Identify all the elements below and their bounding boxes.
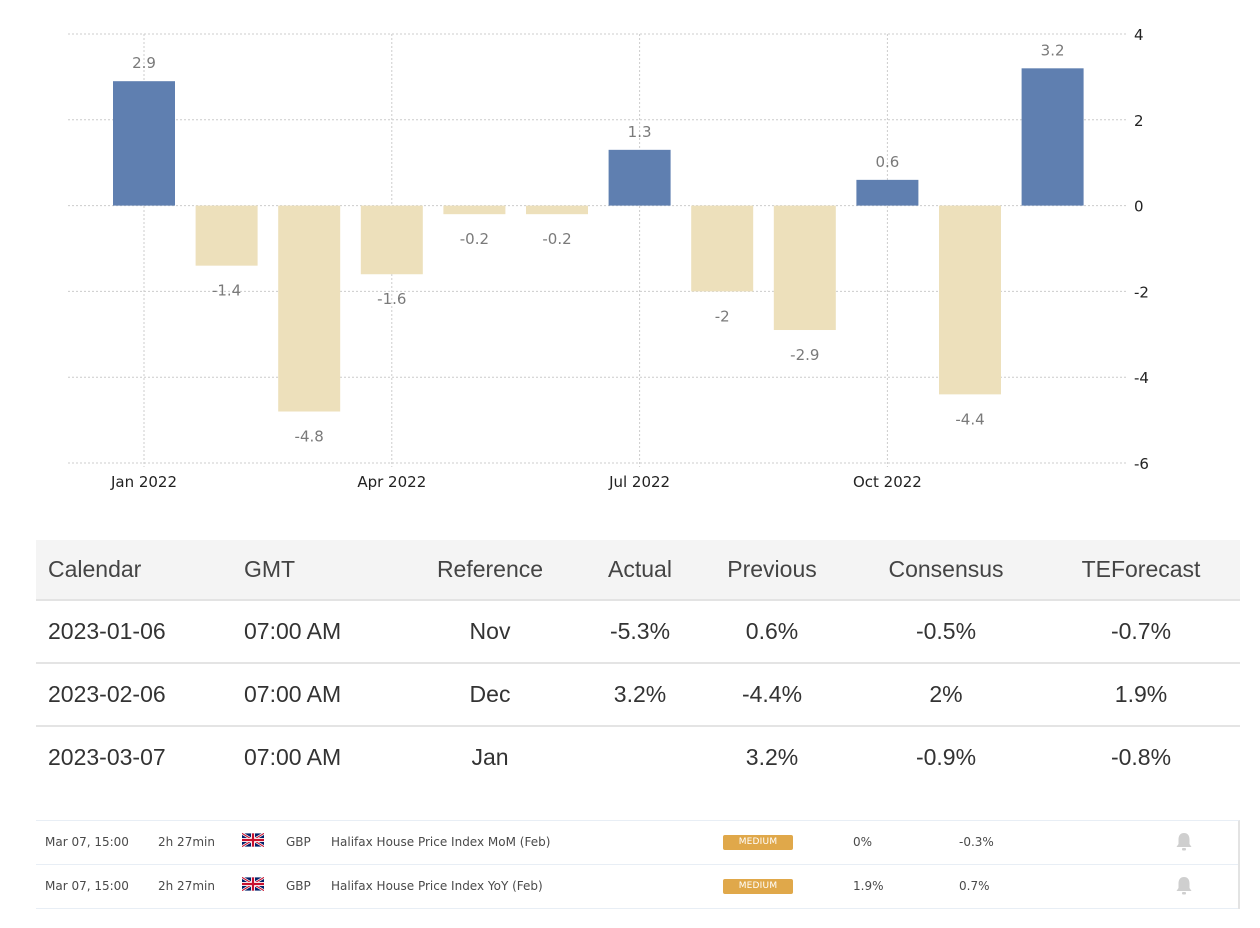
y-tick-label: -2	[1134, 283, 1149, 301]
y-tick-label: 2	[1134, 112, 1144, 130]
header-previous: Previous	[727, 556, 817, 582]
event-actual: 1.9%	[853, 879, 884, 893]
data-label: -4.8	[295, 428, 324, 446]
header-teforecast: TEForecast	[1081, 556, 1201, 582]
data-label: -2.9	[790, 346, 819, 364]
data-label: -0.2	[542, 230, 571, 248]
event-name[interactable]: Halifax House Price Index MoM (Feb)	[331, 835, 551, 849]
event-time: Mar 07, 15:00	[45, 879, 129, 893]
cell-calendar: 2023-03-07	[48, 744, 166, 770]
data-label: 0.6	[875, 153, 899, 171]
x-tick-label: Jul 2022	[608, 473, 670, 491]
bar-jul-2022[interactable]	[608, 149, 671, 206]
bar-feb-2022[interactable]	[195, 205, 258, 266]
data-label: -2	[715, 307, 730, 325]
table-row: 2023-02-06 07:00 AM Dec 3.2% -4.4% 2% 1.…	[36, 663, 1240, 727]
bar-layer	[113, 68, 1084, 412]
bar-may-2022[interactable]	[443, 205, 506, 215]
impact-badge: MEDIUM	[723, 879, 793, 894]
y-tick-label: 4	[1134, 26, 1144, 44]
calendar-event-row[interactable]: Mar 07, 15:00 2h 27min GBP Halifax House…	[36, 821, 1238, 865]
header-calendar: Calendar	[48, 556, 142, 582]
uk-flag-icon	[241, 832, 265, 848]
event-name[interactable]: Halifax House Price Index YoY (Feb)	[331, 879, 543, 893]
axis-layer: 4 2 0 -2 -4 -6 Jan 2022 Apr 2022 Jul 2022 Oct 202…	[110, 26, 1149, 491]
bar-sep-2022[interactable]	[773, 205, 836, 331]
bar-apr-2022[interactable]	[360, 205, 423, 275]
header-actual: Actual	[608, 556, 672, 582]
y-tick-label: -6	[1134, 455, 1149, 473]
bar-dec-2022[interactable]	[1021, 68, 1084, 206]
data-label: 3.2	[1041, 41, 1065, 59]
cell-previous: -4.4%	[694, 663, 850, 727]
event-countdown: 2h 27min	[158, 835, 215, 849]
bell-icon[interactable]	[1174, 831, 1194, 853]
cell-gmt: 07:00 AM	[244, 663, 394, 727]
event-currency: GBP	[286, 879, 311, 893]
event-actual: 0%	[853, 835, 873, 849]
data-label: -4.4	[955, 410, 984, 428]
table-header-row: Calendar GMT Reference Actual Previous C…	[36, 540, 1240, 600]
table-row: 2023-01-06 07:00 AM Nov -5.3% 0.6% -0.5%…	[36, 600, 1240, 664]
data-label-layer: 2.9 -1.4 -4.8 -1.6 -0.2 -0.2 1.3 -2 -2.9 0.6 -4.4 3…	[132, 41, 1064, 445]
cell-reference: Nov	[394, 600, 586, 664]
data-label: -1.4	[212, 282, 241, 300]
bar-aug-2022[interactable]	[691, 205, 754, 292]
bar-mar-2022[interactable]	[278, 205, 341, 412]
event-previous: -0.3%	[959, 835, 994, 849]
cell-consensus: -0.5%	[850, 600, 1042, 664]
x-tick-label: Jan 2022	[110, 473, 177, 491]
table-row: 2023-03-07 07:00 AM Jan 3.2% -0.9% -0.8%	[36, 726, 1240, 788]
cell-gmt: 07:00 AM	[244, 600, 394, 664]
bell-icon[interactable]	[1174, 875, 1194, 897]
data-label: 2.9	[132, 54, 156, 72]
event-time: Mar 07, 15:00	[45, 835, 129, 849]
cell-actual	[586, 726, 694, 788]
event-countdown: 2h 27min	[158, 879, 215, 893]
cell-teforecast: -0.8%	[1110, 744, 1172, 770]
cell-gmt: 07:00 AM	[244, 744, 342, 770]
uk-flag-icon	[241, 876, 265, 892]
x-tick-label: Apr 2022	[357, 473, 426, 491]
event-previous: 0.7%	[959, 879, 990, 893]
bar-nov-2022[interactable]	[939, 205, 1001, 395]
data-label: 1.3	[628, 123, 652, 141]
data-label: -0.2	[460, 230, 489, 248]
header-gmt: GMT	[244, 556, 296, 582]
header-reference: Reference	[436, 556, 544, 582]
bar-chart: 2.9 -1.4 -4.8 -1.6 -0.2 -0.2 1.3 -2 -2.9 0.6 -4.4 3…	[68, 26, 1149, 491]
data-label: -1.6	[377, 290, 406, 308]
cell-teforecast: -0.7%	[1042, 600, 1240, 664]
impact-badge: MEDIUM	[723, 835, 793, 850]
cell-consensus: 2%	[850, 663, 1042, 727]
header-consensus: Consensus	[888, 556, 1004, 582]
cell-teforecast: 1.9%	[1042, 663, 1240, 727]
cell-consensus: -0.9%	[915, 744, 977, 770]
cell-calendar: 2023-01-06	[36, 600, 244, 664]
cell-actual: 3.2%	[586, 663, 694, 727]
economic-calendar-list: Mar 07, 15:00 2h 27min GBP Halifax House…	[36, 820, 1240, 909]
cell-previous: 3.2%	[745, 744, 799, 770]
y-tick-label: 0	[1134, 198, 1144, 216]
calendar-event-row[interactable]: Mar 07, 15:00 2h 27min GBP Halifax House…	[36, 865, 1238, 909]
cell-calendar: 2023-02-06	[36, 663, 244, 727]
cell-previous: 0.6%	[694, 600, 850, 664]
cell-reference: Dec	[394, 663, 586, 727]
cell-actual: -5.3%	[586, 600, 694, 664]
cell-reference: Jan	[471, 744, 509, 770]
y-tick-label: -4	[1134, 369, 1149, 387]
bar-oct-2022[interactable]	[856, 179, 919, 206]
bar-jun-2022[interactable]	[526, 205, 588, 215]
calendar-table: Calendar GMT Reference Actual Previous C…	[36, 540, 1240, 788]
event-currency: GBP	[286, 835, 311, 849]
bar-jan-2022[interactable]	[113, 81, 175, 206]
x-tick-label: Oct 2022	[853, 473, 922, 491]
